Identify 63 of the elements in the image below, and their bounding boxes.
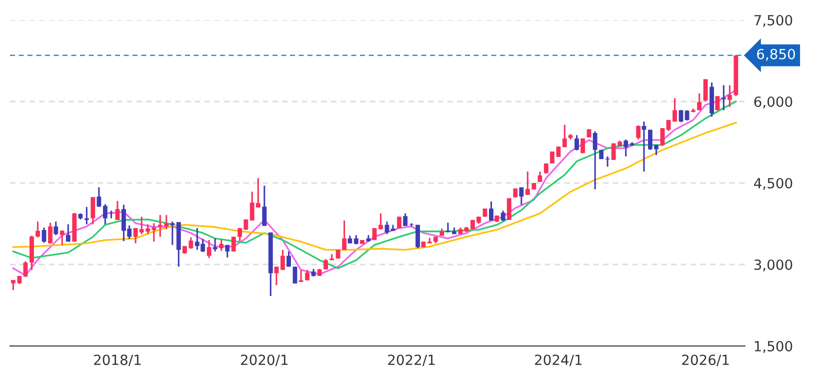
candlestick (48, 222, 52, 244)
candlestick (506, 197, 512, 221)
candlestick (231, 236, 236, 252)
candlestick (519, 186, 524, 206)
candlestick (115, 200, 120, 221)
candlestick (96, 186, 102, 208)
candlestick (446, 222, 450, 234)
candlestick (90, 196, 96, 226)
candlestick (206, 239, 212, 259)
candlestick (660, 127, 665, 147)
candlestick (60, 230, 64, 246)
candlestick (66, 224, 70, 242)
candlestick (378, 212, 383, 230)
candlestick (54, 220, 58, 236)
candlestick (84, 206, 89, 226)
candlestick (262, 184, 267, 227)
candlestick (592, 130, 598, 190)
y-tick-label: 1,500 (754, 340, 792, 353)
candlestick (280, 249, 285, 271)
candlestick (324, 258, 328, 270)
candlestick (292, 266, 298, 284)
candlestick (384, 220, 390, 235)
candlestick (721, 84, 726, 111)
candlestick (697, 92, 702, 111)
y-tick-label: 7,500 (754, 14, 792, 27)
candlestick (286, 250, 291, 268)
candlestick (170, 220, 175, 246)
candlestick (219, 238, 224, 252)
candlestick (305, 269, 310, 282)
candlestick (342, 220, 347, 251)
candlestick (624, 138, 628, 158)
x-tick-label: 2020/1 (240, 354, 288, 366)
candlestick (684, 109, 690, 122)
candlestick (642, 120, 646, 172)
candlestick (36, 220, 40, 238)
x-tick-label: 2024/1 (535, 354, 582, 366)
candlestick (403, 212, 408, 227)
candlestick (636, 124, 641, 140)
candlestick (225, 244, 230, 258)
candlestick (23, 260, 28, 278)
line-series (12, 122, 737, 251)
candlestick (500, 210, 506, 222)
x-tick-label: 2022/1 (388, 354, 435, 366)
candlestick (672, 97, 677, 122)
x-tick-label: 2026/1 (682, 354, 729, 366)
candlestick (274, 266, 279, 286)
candlestick (605, 156, 610, 168)
y-tick-label: 6,000 (754, 96, 792, 108)
candlestick (574, 134, 579, 152)
ref-line-label: 6,850 (757, 48, 795, 61)
candlestick (678, 109, 684, 123)
candlestick (354, 234, 358, 246)
candlestick (212, 238, 218, 252)
candlestick (416, 224, 420, 249)
y-tick-label: 3,000 (754, 259, 792, 272)
y-tick-label: 4,500 (754, 178, 792, 190)
candlestick (727, 84, 732, 108)
candlestick (715, 95, 720, 111)
candlestick (562, 124, 567, 148)
x-tick-label: 2018/1 (94, 354, 141, 366)
candlestick (703, 78, 708, 102)
candlestick (489, 200, 494, 222)
candlestick (538, 170, 542, 183)
